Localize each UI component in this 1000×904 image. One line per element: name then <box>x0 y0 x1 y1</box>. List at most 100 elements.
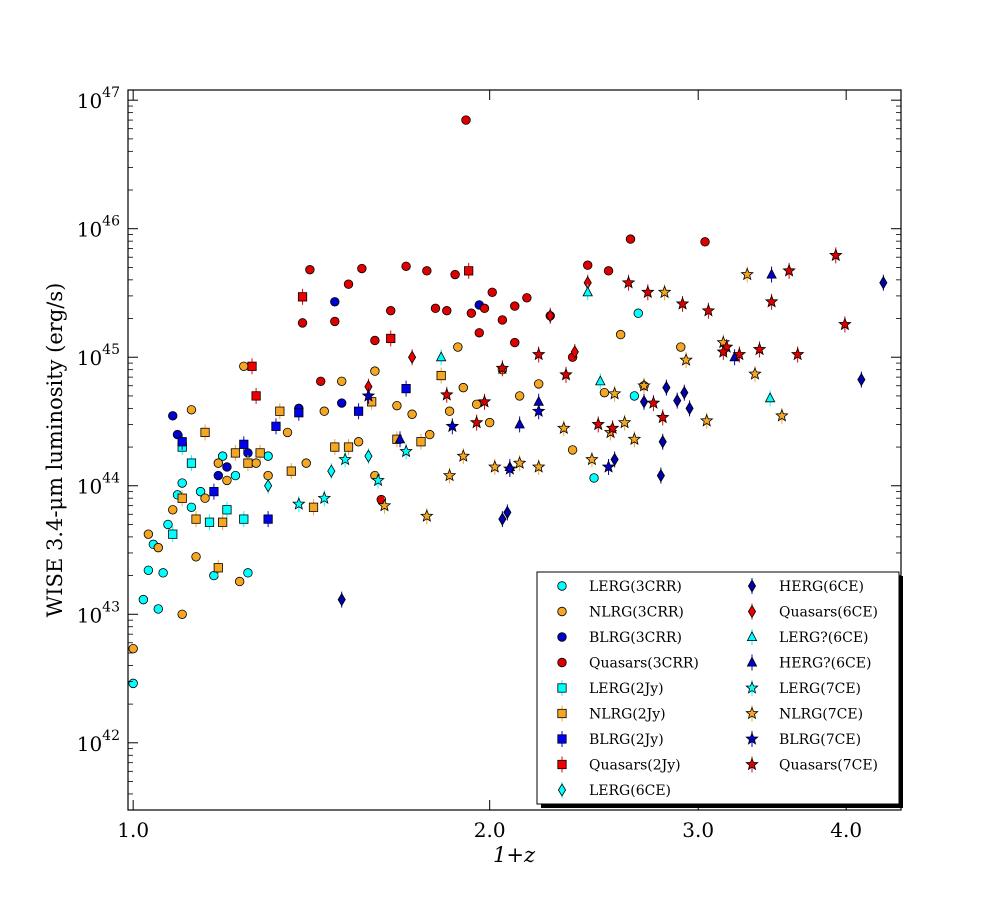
legend-entry: BLRG(3CRR) <box>557 630 682 646</box>
data-point <box>716 344 731 358</box>
data-point <box>361 388 376 402</box>
x-tick-label: 3.0 <box>682 818 714 842</box>
legend-label: HERG?(6CE) <box>779 656 871 672</box>
data-point <box>879 275 888 290</box>
data-point <box>503 461 517 475</box>
y-tick-label: 1047 <box>77 85 120 113</box>
data-point <box>567 445 578 455</box>
data-point <box>637 378 651 392</box>
data-point <box>128 678 138 689</box>
data-point <box>639 395 649 409</box>
legend-label: BLRG(7CE) <box>779 732 861 748</box>
data-point <box>838 317 852 331</box>
data-point <box>128 643 138 654</box>
data-point <box>204 517 215 527</box>
data-point <box>680 385 689 400</box>
data-point <box>330 297 340 307</box>
legend-label: LERG(3CRR) <box>589 579 682 595</box>
series-blrg-7ce <box>361 387 616 477</box>
data-point <box>408 350 417 365</box>
data-point <box>570 345 579 359</box>
data-point <box>319 406 329 416</box>
data-point <box>401 261 411 271</box>
data-point <box>488 459 502 473</box>
legend-label: Quasars(7CE) <box>779 758 878 774</box>
data-point <box>503 505 512 520</box>
data-point <box>471 399 482 410</box>
y-tick-label: 1044 <box>77 471 120 499</box>
data-point <box>646 395 661 409</box>
legend-marker <box>557 783 567 797</box>
data-point <box>264 478 273 493</box>
data-point <box>425 429 435 440</box>
legend-marker <box>745 757 759 771</box>
data-point <box>392 400 402 411</box>
data-point <box>522 293 532 303</box>
data-point <box>700 237 710 247</box>
data-point <box>546 309 555 323</box>
data-point <box>585 452 599 466</box>
data-point <box>230 470 241 481</box>
data-point <box>213 458 223 468</box>
data-point <box>621 275 636 289</box>
data-point <box>275 406 285 416</box>
legend: LERG(3CRR) NLRG(3CRR) BLRG(3CRR) Quasars(3C… <box>536 571 903 808</box>
data-point <box>209 487 219 497</box>
data-point <box>514 391 525 401</box>
data-point <box>422 266 432 276</box>
data-point <box>495 361 510 375</box>
data-point <box>610 452 619 467</box>
legend-entry: LERG(7CE) <box>745 680 861 697</box>
legend-entry: LERG?(6CE) <box>746 629 869 646</box>
data-point <box>367 397 377 407</box>
data-point <box>531 459 546 473</box>
legend-label: Quasars(3CRR) <box>589 656 699 672</box>
series-quasars-7ce <box>440 247 852 437</box>
data-point <box>337 398 347 408</box>
legend-label: NLRG(3CRR) <box>589 605 684 621</box>
data-point <box>607 386 622 400</box>
legend-label: NLRG(7CE) <box>779 707 863 723</box>
data-point <box>461 115 471 125</box>
legend-entry: Quasars(7CE) <box>745 756 878 774</box>
data-point <box>143 529 154 539</box>
data-point <box>627 432 642 445</box>
data-point <box>655 410 670 424</box>
data-point <box>436 370 446 381</box>
data-point <box>633 308 643 318</box>
data-point <box>477 394 492 408</box>
data-point <box>168 505 178 515</box>
data-point <box>357 263 367 274</box>
data-point <box>191 514 201 524</box>
data-point <box>213 563 223 573</box>
data-point <box>394 433 406 444</box>
data-point <box>239 361 249 371</box>
data-point <box>200 493 210 503</box>
data-point <box>317 491 332 505</box>
legend-label: LERG(7CE) <box>779 681 861 697</box>
data-point <box>474 328 484 338</box>
data-point <box>764 392 776 403</box>
x-tick-label: 2.0 <box>474 818 506 842</box>
data-point <box>498 512 507 526</box>
data-point <box>510 301 520 311</box>
legend-marker <box>557 759 567 770</box>
data-point <box>456 448 471 462</box>
data-point <box>343 279 354 289</box>
data-point <box>327 464 336 478</box>
legend-marker <box>557 632 567 642</box>
data-point <box>386 333 396 344</box>
data-point <box>217 451 228 461</box>
data-point <box>466 308 477 318</box>
legend-entry: Quasars(3CRR) <box>557 656 699 672</box>
legend-entry: LERG(3CRR) <box>557 579 682 595</box>
data-point <box>699 413 714 427</box>
series-lerg-6ce <box>435 284 776 407</box>
y-axis-label: WISE 3.4-μm luminosity (erg/s) <box>43 283 67 618</box>
data-point <box>218 517 228 527</box>
series-blrg-3crr <box>168 297 484 481</box>
data-point <box>857 372 866 387</box>
data-point <box>487 287 497 298</box>
